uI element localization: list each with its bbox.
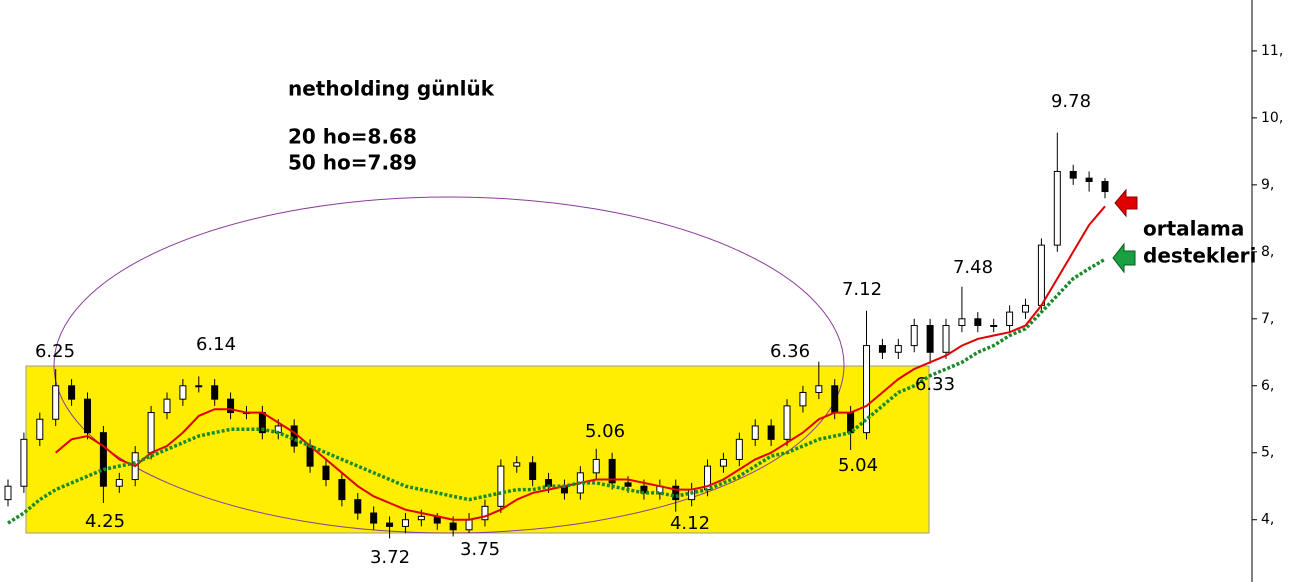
price-label: 7.12 <box>842 279 882 300</box>
candle-body <box>1006 311 1014 326</box>
price-label: 6.25 <box>35 341 75 362</box>
candle-body <box>990 324 998 327</box>
candle-body <box>974 318 982 326</box>
candle-body <box>163 398 171 414</box>
side-note: destekleri <box>1143 244 1256 268</box>
moving-average <box>7 257 1106 525</box>
candle-body <box>322 465 330 481</box>
candle-body <box>338 479 346 501</box>
y-tick-label: 7, <box>1261 311 1274 327</box>
green-arrow <box>1112 242 1136 274</box>
candle-body <box>211 385 219 400</box>
candle-body <box>529 462 537 481</box>
side-note: ortalama <box>1143 217 1244 241</box>
candle-body <box>1085 177 1093 182</box>
candle-body <box>52 385 60 420</box>
price-label: 5.04 <box>838 455 878 476</box>
candle-body <box>592 458 600 474</box>
price-label: 3.72 <box>370 547 410 568</box>
candle-body <box>179 385 187 400</box>
candle-body <box>4 485 12 501</box>
candle-body <box>99 432 107 487</box>
candle-body <box>942 324 950 353</box>
candle-body <box>401 519 409 527</box>
candle-body <box>115 479 123 487</box>
y-tick-label: 5, <box>1261 445 1274 461</box>
candle-body <box>195 385 203 388</box>
candle-body <box>894 345 902 353</box>
candle-body <box>878 345 886 353</box>
moving-average <box>55 205 1106 521</box>
candle-body <box>290 425 298 447</box>
y-tick-label: 6, <box>1261 378 1274 394</box>
price-label: 6.33 <box>915 374 955 395</box>
candle-body <box>497 465 505 507</box>
y-tick-label: 4, <box>1261 512 1274 528</box>
candle-body <box>751 425 759 440</box>
candle-body <box>958 318 966 326</box>
candle-body <box>831 385 839 414</box>
candle-body <box>910 324 918 347</box>
candle-body <box>147 412 155 454</box>
candle-body <box>1022 304 1030 313</box>
candle-body <box>36 418 44 440</box>
candle-body <box>672 485 680 501</box>
candle-body <box>1053 170 1061 246</box>
candle-body <box>354 499 362 514</box>
candle-body <box>513 462 521 467</box>
candle-body <box>863 345 871 434</box>
price-label: 4.12 <box>670 513 710 534</box>
note: 50 ho=7.89 <box>288 151 417 175</box>
candle-body <box>735 438 743 460</box>
ellipse <box>53 196 845 534</box>
candle-body <box>370 512 378 524</box>
y-tick-label: 11, <box>1261 43 1283 59</box>
candle-body <box>1101 180 1109 193</box>
note: 20 ho=8.68 <box>288 125 417 149</box>
candle-body <box>417 515 425 521</box>
candle-body <box>386 522 394 527</box>
price-label: 7.48 <box>953 257 993 278</box>
candle-body <box>306 445 314 467</box>
candle-body <box>624 482 632 487</box>
candle-body <box>815 385 823 393</box>
candle-body <box>719 458 727 467</box>
candle-body <box>799 391 807 407</box>
candle-body <box>68 385 76 400</box>
range-box <box>25 365 930 534</box>
plot <box>4 132 1109 539</box>
price-label: 5.06 <box>585 421 625 442</box>
y-tick-label: 8, <box>1261 244 1274 260</box>
candle-body <box>783 405 791 440</box>
candle-body <box>1037 244 1045 306</box>
candle-body <box>1069 170 1077 179</box>
red-arrow <box>1114 188 1138 218</box>
candle-body <box>926 324 934 353</box>
candle-body <box>767 425 775 440</box>
candle-body <box>449 522 457 531</box>
candle-body <box>20 438 28 487</box>
candle-body <box>481 505 489 521</box>
price-label: 6.36 <box>770 341 810 362</box>
candle-body <box>227 398 235 414</box>
y-tick-label: 9, <box>1261 177 1274 193</box>
candle-body <box>83 398 91 434</box>
y-tick-label: 10, <box>1261 110 1283 126</box>
candle-body <box>465 519 473 531</box>
price-label: 6.14 <box>196 334 236 355</box>
candle-body <box>608 458 616 484</box>
price-label: 9.78 <box>1051 91 1091 112</box>
chart-title: netholding günlük <box>288 77 495 101</box>
price-label: 4.25 <box>85 511 125 532</box>
price-label: 3.75 <box>460 539 500 560</box>
